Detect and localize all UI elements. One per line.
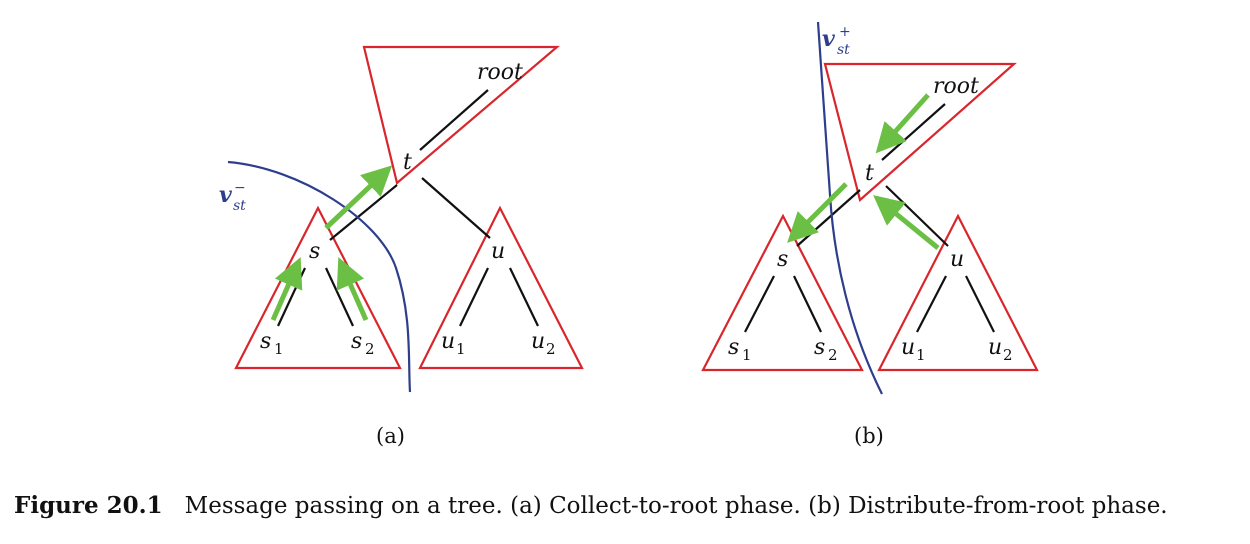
separator-sub-b: st xyxy=(837,42,850,58)
node-u2-base-a: u xyxy=(531,329,545,354)
node-u2-label-a: u 2 xyxy=(531,329,556,358)
node-s2-sub-a: 2 xyxy=(365,340,375,358)
u-subtree-triangle-b xyxy=(877,213,1039,372)
node-root-label-a: root xyxy=(477,60,523,85)
node-s2-label-a: s 2 xyxy=(351,329,375,358)
separator-label-a: v − st xyxy=(219,180,246,214)
node-u2-sub-b: 2 xyxy=(1003,346,1013,364)
separator-curve-a xyxy=(227,160,412,393)
edge-u-u2-b xyxy=(965,275,995,333)
node-u1-base-b: u xyxy=(901,335,915,360)
edge-s-s2-b xyxy=(793,275,822,333)
root-subtree-triangle-a xyxy=(362,45,560,185)
node-s2-base-b: s xyxy=(814,335,825,360)
node-s1-base-a: s xyxy=(260,329,271,354)
edge-u-u2-a xyxy=(509,267,539,327)
panel-a: root t s u s 1 s 2 u 1 u 2 v − st (a) xyxy=(219,45,584,448)
node-u2-label-b: u 2 xyxy=(988,335,1013,364)
separator-sub-a: st xyxy=(233,198,246,214)
node-s2-label-b: s 2 xyxy=(814,335,838,364)
caption-text: Message passing on a tree. (a) Collect-t… xyxy=(184,493,1168,519)
s-subtree-triangle-b xyxy=(701,213,864,372)
edge-root-t-a xyxy=(419,89,489,151)
message-arrow-s2-to-s-a xyxy=(336,257,369,322)
node-s1-sub-b: 1 xyxy=(742,346,752,364)
edge-s-s1-b xyxy=(744,275,775,333)
message-arrow-root-to-t-b xyxy=(875,93,930,154)
node-u-label-b: u xyxy=(950,247,964,272)
node-u1-base-a: u xyxy=(441,329,455,354)
separator-label-b: v + st xyxy=(822,24,851,58)
message-arrow-s-to-t-a xyxy=(324,165,393,230)
node-u1-sub-a: 1 xyxy=(456,340,466,358)
node-root-label-b: root xyxy=(933,74,979,99)
node-u1-sub-b: 1 xyxy=(916,346,926,364)
panel-b: root t s u s 1 s 2 u 1 u 2 v + st (b) xyxy=(701,21,1039,448)
node-u2-sub-a: 2 xyxy=(546,340,556,358)
node-u-label-a: u xyxy=(491,239,505,264)
node-u1-label-a: u 1 xyxy=(441,329,466,358)
node-t-label-b: t xyxy=(865,161,874,186)
node-s2-sub-b: 2 xyxy=(828,346,838,364)
root-subtree-triangle-b xyxy=(823,62,1017,203)
node-s-label-b: s xyxy=(777,247,788,272)
separator-sup-b: + xyxy=(839,24,851,40)
node-t-label-a: t xyxy=(403,150,412,175)
message-arrow-s1-to-s-a xyxy=(270,257,303,322)
node-u1-label-b: u 1 xyxy=(901,335,926,364)
figure-number: Figure 20.1 xyxy=(14,492,163,519)
message-arrow-t-to-s-b xyxy=(787,182,848,243)
separator-base-a: v xyxy=(219,182,232,208)
edge-s-s2-a xyxy=(325,267,354,327)
node-u2-base-b: u xyxy=(988,335,1002,360)
node-s1-sub-a: 1 xyxy=(274,340,284,358)
edge-u-u1-b xyxy=(916,275,947,333)
node-s2-base-a: s xyxy=(351,329,362,354)
message-arrow-u-to-t-b xyxy=(873,195,940,250)
u-subtree-triangle-a xyxy=(418,205,584,370)
panel-label-b: (b) xyxy=(854,424,884,448)
edge-u-u1-a xyxy=(459,267,489,327)
node-s1-label-b: s 1 xyxy=(728,335,752,364)
separator-sup-a: − xyxy=(234,180,246,196)
figure-caption: Figure 20.1 Message passing on a tree. (a… xyxy=(14,492,1244,519)
edge-t-u-a xyxy=(421,177,491,239)
node-s1-label-a: s 1 xyxy=(260,329,284,358)
node-s-label-a: s xyxy=(309,239,320,264)
panel-label-a: (a) xyxy=(376,424,405,448)
separator-base-b: v xyxy=(822,26,835,52)
separator-curve-b xyxy=(816,21,883,395)
node-s1-base-b: s xyxy=(728,335,739,360)
